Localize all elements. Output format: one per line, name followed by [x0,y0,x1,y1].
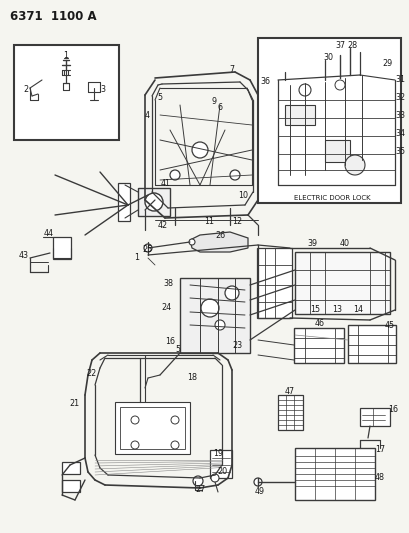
Text: 42: 42 [157,222,168,230]
Circle shape [214,320,225,330]
Circle shape [298,84,310,96]
Text: 13: 13 [331,305,341,314]
Circle shape [334,80,344,90]
Circle shape [171,416,179,424]
Text: 10: 10 [237,191,247,200]
Text: 46: 46 [314,319,324,328]
Text: 39: 39 [306,238,316,247]
Bar [118,183,130,221]
Text: 7: 7 [229,64,234,74]
Text: 15: 15 [309,305,319,314]
Text: 3: 3 [100,85,105,94]
Text: 5: 5 [157,93,162,102]
Bar [62,480,80,492]
Text: 25: 25 [142,246,153,254]
Text: 27: 27 [196,486,206,495]
Text: 20: 20 [216,467,227,477]
Bar [62,462,80,474]
Text: 21: 21 [69,399,79,408]
Circle shape [193,476,202,486]
Bar [324,140,349,162]
Bar [120,407,184,449]
Text: 33: 33 [394,111,404,120]
Circle shape [171,441,179,449]
Circle shape [344,155,364,175]
Text: 5: 5 [175,345,180,354]
Text: 18: 18 [187,374,196,383]
Bar [180,278,249,353]
Text: 6371  1100 A: 6371 1100 A [10,10,97,22]
Text: 34: 34 [394,130,404,139]
Text: 16: 16 [164,337,175,346]
Text: 17: 17 [374,446,384,455]
Text: 41: 41 [161,180,171,189]
Text: 14: 14 [352,305,362,314]
Text: 9: 9 [211,96,216,106]
Bar [347,325,395,363]
Bar [209,450,231,478]
Polygon shape [189,232,247,252]
Text: 32: 32 [394,93,404,102]
Text: 37: 37 [334,42,344,51]
Circle shape [189,239,195,245]
Text: 22: 22 [87,368,97,377]
Circle shape [144,244,152,252]
Text: 6: 6 [217,103,222,112]
Circle shape [200,299,218,317]
Text: 24: 24 [161,303,171,312]
Circle shape [170,170,180,180]
Text: 38: 38 [163,279,173,288]
Text: 48: 48 [374,473,384,482]
Bar [294,448,374,500]
Text: 47: 47 [284,387,294,397]
Text: 16: 16 [387,406,397,415]
Text: 40: 40 [339,238,349,247]
Circle shape [191,142,207,158]
Text: 31: 31 [394,76,404,85]
Bar [277,395,302,430]
Text: 35: 35 [394,148,404,157]
Circle shape [131,416,139,424]
Circle shape [225,286,238,300]
Bar [14,45,119,140]
Text: 26: 26 [214,231,225,240]
Circle shape [145,193,163,211]
Text: 1: 1 [63,52,68,61]
Text: 45: 45 [384,320,394,329]
Text: 49: 49 [254,488,264,497]
Text: 4: 4 [144,110,149,119]
Text: 43: 43 [19,251,29,260]
Bar [256,248,291,318]
Circle shape [131,441,139,449]
Circle shape [229,170,239,180]
Text: ELECTRIC DOOR LOCK: ELECTRIC DOOR LOCK [293,195,369,201]
Text: 19: 19 [212,449,222,458]
Bar [284,105,314,125]
Bar [294,252,389,314]
Circle shape [211,474,218,482]
Bar [53,237,71,259]
Bar [257,38,400,203]
Text: 29: 29 [382,59,392,68]
Bar [359,408,389,426]
Circle shape [254,478,261,486]
Text: 12: 12 [231,217,241,227]
Bar [138,188,170,216]
Text: 36: 36 [259,77,270,86]
Bar [293,328,343,363]
Text: 1: 1 [134,254,139,262]
Text: 2: 2 [23,85,29,94]
Text: 28: 28 [346,41,356,50]
Text: 30: 30 [322,52,332,61]
Bar [115,402,189,454]
Text: 23: 23 [231,341,241,350]
Text: 44: 44 [44,230,54,238]
Text: 11: 11 [204,217,213,227]
